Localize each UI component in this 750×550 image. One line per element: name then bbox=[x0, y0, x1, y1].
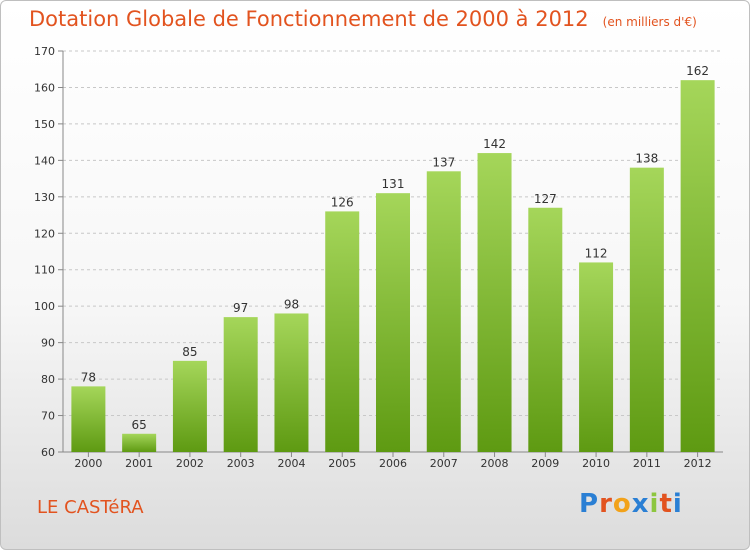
bar bbox=[172, 360, 207, 452]
chart-title-text: Dotation Globale de Fonctionnement de 20… bbox=[29, 7, 589, 31]
chart-title: Dotation Globale de Fonctionnement de 20… bbox=[29, 7, 697, 31]
bar-value-label: 137 bbox=[432, 155, 455, 169]
bar-value-label: 127 bbox=[534, 192, 557, 206]
bar bbox=[528, 207, 563, 452]
logo-letter: t bbox=[659, 489, 673, 519]
bar-value-label: 98 bbox=[284, 297, 299, 311]
x-tick-label: 2001 bbox=[125, 457, 153, 470]
x-tick-label: 2008 bbox=[481, 457, 509, 470]
bar bbox=[122, 433, 157, 452]
bar-value-label: 142 bbox=[483, 137, 506, 151]
x-tick-label: 2006 bbox=[379, 457, 407, 470]
x-tick-label: 2003 bbox=[227, 457, 255, 470]
logo-letter: P bbox=[579, 489, 600, 519]
y-tick-label: 100 bbox=[34, 300, 55, 313]
bar bbox=[680, 80, 715, 452]
logo-letter: r bbox=[599, 489, 613, 519]
bar-value-label: 65 bbox=[132, 418, 147, 432]
bar bbox=[274, 313, 309, 452]
chart-unit: (en milliers d'€) bbox=[602, 15, 697, 29]
bar bbox=[629, 167, 664, 452]
bar bbox=[376, 193, 410, 452]
bar-value-label: 78 bbox=[81, 370, 96, 384]
bar bbox=[71, 386, 106, 452]
bar bbox=[325, 211, 360, 452]
bar bbox=[579, 262, 614, 452]
x-tick-label: 2004 bbox=[277, 457, 305, 470]
x-tick-label: 2009 bbox=[531, 457, 559, 470]
commune-name: LE CASTéRA bbox=[37, 497, 144, 518]
bar-value-label: 97 bbox=[233, 301, 248, 315]
bar bbox=[426, 171, 461, 453]
logo-letter: x bbox=[631, 489, 650, 519]
y-tick-label: 160 bbox=[34, 81, 55, 94]
y-tick-label: 120 bbox=[34, 227, 55, 240]
bar-value-label: 126 bbox=[331, 195, 354, 209]
y-tick-label: 60 bbox=[41, 446, 55, 459]
y-tick-label: 140 bbox=[34, 154, 55, 167]
x-tick-label: 2010 bbox=[582, 457, 610, 470]
y-tick-label: 80 bbox=[41, 373, 55, 386]
bar-value-label: 138 bbox=[635, 152, 658, 166]
bar bbox=[223, 317, 258, 452]
bar-value-label: 131 bbox=[382, 177, 405, 191]
bar-value-label: 112 bbox=[585, 246, 608, 260]
x-tick-label: 2011 bbox=[633, 457, 661, 470]
x-tick-label: 2000 bbox=[74, 457, 102, 470]
bars bbox=[71, 80, 715, 453]
x-tick-label: 2012 bbox=[684, 457, 712, 470]
bar-value-label: 162 bbox=[686, 64, 709, 78]
y-tick-label: 70 bbox=[41, 410, 55, 423]
y-tick-label: 130 bbox=[34, 191, 55, 204]
logo-letter: o bbox=[612, 489, 632, 519]
y-tick-label: 150 bbox=[34, 118, 55, 131]
y-tick-label: 110 bbox=[34, 264, 55, 277]
x-tick-label: 2007 bbox=[430, 457, 458, 470]
y-tick-label: 170 bbox=[34, 45, 55, 58]
proxiti-logo: Proxiti bbox=[579, 489, 683, 519]
logo-letter: i bbox=[672, 489, 683, 519]
x-tick-label: 2005 bbox=[328, 457, 356, 470]
y-tick-label: 90 bbox=[41, 337, 55, 350]
logo-letter: i bbox=[649, 489, 660, 519]
x-tick-label: 2002 bbox=[176, 457, 204, 470]
bar-value-label: 85 bbox=[182, 345, 197, 359]
labels: 60 70 80 90 100 110 120 130 140 150 160 170 78 2000 65… bbox=[34, 45, 712, 470]
bar bbox=[477, 153, 512, 452]
